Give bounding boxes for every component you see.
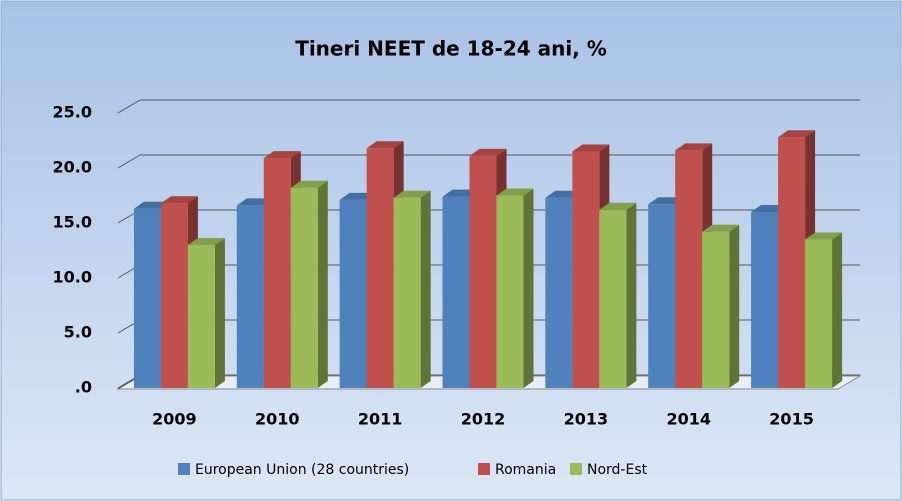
- bar-front: [496, 195, 524, 388]
- bar-top: [778, 130, 816, 138]
- y-tick-label: .0: [75, 378, 92, 397]
- bar: [393, 190, 431, 388]
- bar: [496, 188, 534, 388]
- bar-front: [236, 205, 264, 388]
- bar-top: [160, 196, 198, 204]
- bar: [599, 202, 637, 388]
- y-tick-label: 20.0: [53, 158, 92, 177]
- bar-front: [778, 137, 806, 388]
- bar-front: [263, 158, 291, 388]
- x-tick-label: 2015: [769, 410, 814, 429]
- bar-front: [599, 209, 627, 388]
- x-tick-label: 2011: [358, 410, 403, 429]
- bar-front: [572, 151, 600, 388]
- bar-front: [648, 204, 676, 388]
- bar-front: [290, 187, 318, 388]
- bar: [702, 224, 740, 388]
- bar-front: [805, 239, 833, 388]
- bar-top: [187, 238, 225, 245]
- x-tick-label: 2010: [255, 410, 300, 429]
- bar-top: [263, 151, 301, 159]
- legend-swatch: [478, 463, 490, 475]
- legend-label: European Union (28 countries): [195, 462, 409, 478]
- bar-top: [496, 188, 534, 196]
- x-tick-label: 2013: [564, 410, 609, 429]
- chart-title: Tineri NEET de 18-24 ani, %: [295, 37, 607, 61]
- bar-front: [339, 199, 367, 388]
- y-tick-label: 15.0: [53, 213, 92, 232]
- bar-top: [599, 202, 637, 210]
- bar-side: [729, 224, 740, 388]
- bar-top: [469, 148, 507, 156]
- bar-front: [675, 150, 703, 388]
- bar-front: [133, 208, 161, 388]
- bar-top: [393, 190, 431, 198]
- bar-front: [393, 197, 421, 388]
- bar-front: [187, 245, 215, 388]
- bar-front: [442, 196, 470, 388]
- x-tick-label: 2009: [152, 410, 197, 429]
- bar-top: [366, 141, 404, 149]
- y-tick-label: 25.0: [53, 103, 92, 122]
- bar-side: [832, 232, 843, 388]
- bar: [290, 180, 328, 388]
- grid-line-side: [117, 154, 141, 169]
- bar-front: [751, 212, 779, 388]
- bar: [187, 238, 225, 388]
- bar-top: [290, 180, 328, 188]
- y-tick-label: 10.0: [53, 268, 92, 287]
- legend-label: Nord-Est: [587, 462, 648, 478]
- bar-side: [317, 180, 328, 388]
- legend-label: Romania: [495, 462, 556, 478]
- bar-front: [160, 203, 188, 388]
- x-tick-label: 2012: [461, 410, 506, 429]
- bar-top: [702, 224, 740, 232]
- bar-top: [572, 144, 610, 152]
- x-tick-label: 2014: [666, 410, 711, 429]
- y-tick-label: 5.0: [64, 323, 92, 342]
- legend-swatch: [570, 463, 582, 475]
- legend-swatch: [178, 463, 190, 475]
- bar-top: [805, 232, 843, 240]
- bar-front: [545, 197, 573, 388]
- bar-side: [214, 238, 225, 388]
- bar-front: [366, 148, 394, 388]
- bar-front: [702, 231, 730, 388]
- bar-side: [523, 188, 534, 388]
- bar: [805, 232, 843, 388]
- bar-front: [469, 155, 497, 388]
- grid-line-side: [117, 99, 141, 114]
- bar-side: [420, 190, 431, 388]
- bar-top: [675, 143, 713, 151]
- bar-side: [626, 202, 637, 388]
